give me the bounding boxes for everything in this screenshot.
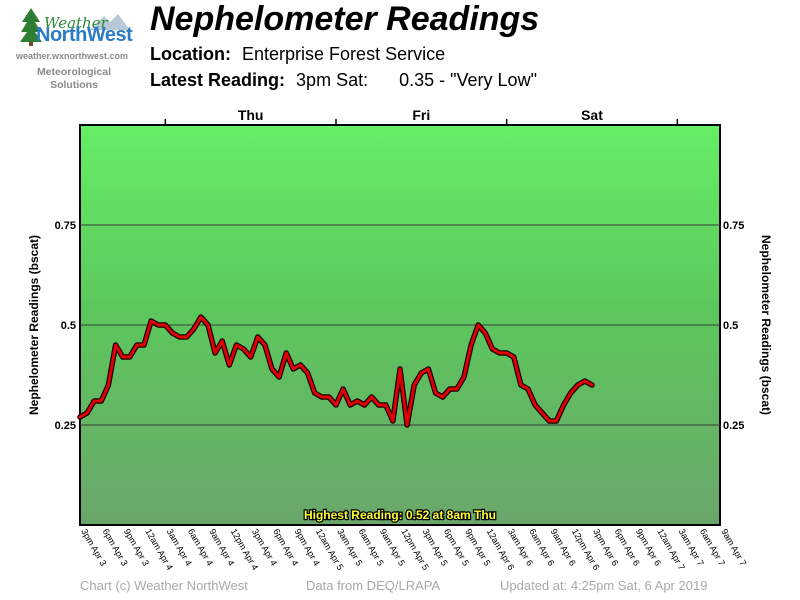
y-tick-label-right: 0.25 bbox=[723, 420, 744, 432]
series-line bbox=[78, 315, 594, 427]
location-label: Location: bbox=[150, 44, 231, 64]
weather-northwest-logo: Weather NorthWest weather.wxnorthwest.co… bbox=[6, 4, 136, 96]
latest-reading-label: Latest Reading: bbox=[150, 70, 286, 90]
page-title: Nephelometer Readings bbox=[150, 0, 540, 38]
y-axis-label-right: Nephelometer Readings (bscat) bbox=[759, 235, 773, 415]
day-label: Thu bbox=[238, 107, 264, 123]
logo-tagline-line-1: Meteorological bbox=[36, 66, 112, 78]
day-label: Fri bbox=[412, 107, 430, 123]
latest-reading-time: 3pm Sat: bbox=[296, 70, 369, 90]
mountain-icon bbox=[90, 14, 130, 30]
latest-reading-value: 0.35 - "Very Low" bbox=[399, 70, 537, 90]
y-axis-label-left: Nephelometer Readings (bscat) bbox=[27, 235, 41, 415]
footer-updated: Updated at: 4:25pm Sat, 6 Apr 2019 bbox=[500, 578, 708, 593]
y-tick-label-left: 0.25 bbox=[55, 420, 76, 432]
y-tick-label-left: 0.75 bbox=[55, 220, 76, 232]
logo-url: weather.wxnorthwest.com bbox=[16, 51, 129, 61]
y-tick-labels: 0.25 0.25 0.5 0.5 0.75 0.75 bbox=[55, 220, 745, 432]
pine-tree-icon bbox=[20, 8, 42, 46]
footer-credit: Chart (c) Weather NorthWest bbox=[80, 578, 248, 593]
y-tick-label-left: 0.5 bbox=[61, 320, 76, 332]
logo-brand-top: Weather bbox=[44, 14, 108, 32]
footer-source: Data from DEQ/LRAPA bbox=[306, 578, 441, 593]
highest-reading-annotation: Highest Reading: 0.52 at 8am Thu bbox=[304, 508, 496, 522]
logo-tagline-line-2: Solutions bbox=[50, 79, 98, 91]
logo-brand-main: NorthWest bbox=[36, 24, 133, 46]
latest-reading-line: Latest Reading: 3pm Sat: 0.35 - "Very Lo… bbox=[150, 70, 537, 91]
grid-lines bbox=[80, 224, 720, 426]
location-value: Enterprise Forest Service bbox=[242, 44, 446, 64]
y-tick-label-right: 0.5 bbox=[723, 320, 738, 332]
logo-tagline: Meteorological Solutions bbox=[6, 66, 142, 92]
y-tick-label-right: 0.75 bbox=[723, 220, 744, 232]
series-lines bbox=[77, 314, 595, 428]
day-label: Sat bbox=[581, 107, 603, 123]
location-line: Location: Enterprise Forest Service bbox=[150, 44, 445, 65]
day-labels: Thu Fri Sat bbox=[164, 107, 679, 125]
